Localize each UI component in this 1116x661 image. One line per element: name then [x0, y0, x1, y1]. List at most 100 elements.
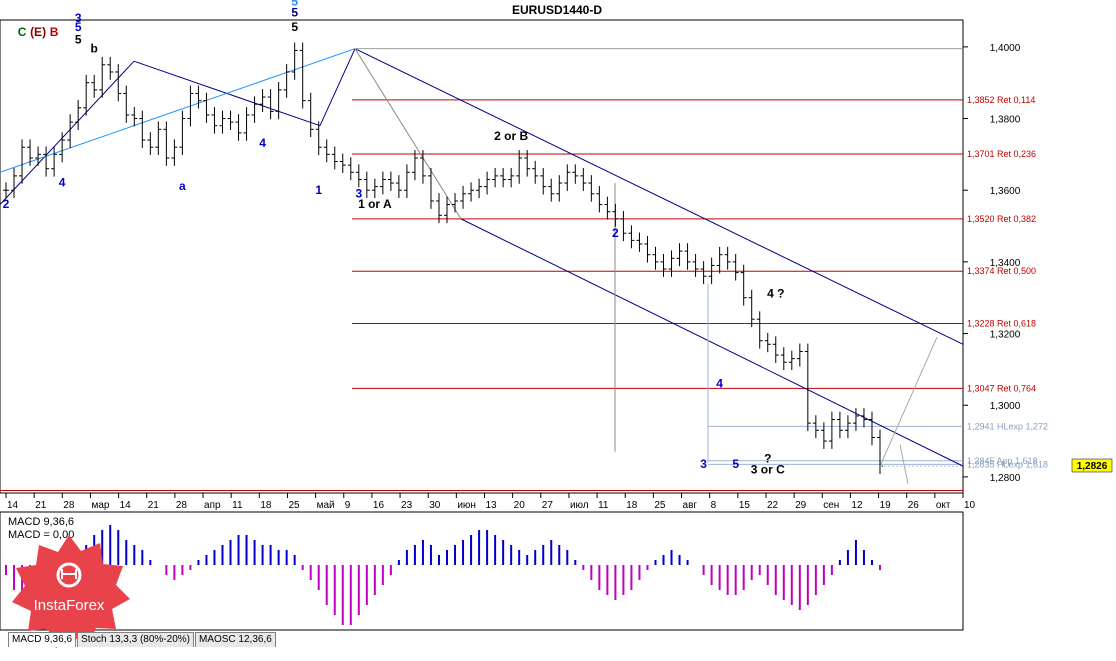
x-tick-label-13: 16: [373, 500, 385, 511]
chart-title: EURUSD1440-D: [512, 3, 602, 17]
ret-label-2: 1,3520 Ret 0,382: [967, 214, 1036, 224]
price-bars: [3, 42, 963, 475]
x-tick-label-15: 30: [429, 500, 441, 511]
y-tick-label-6: 1,2800: [990, 473, 1021, 484]
wave-label-9: B: [50, 25, 59, 39]
x-tick-label-12: 9: [345, 500, 351, 511]
x-tick-label-5: 21: [148, 500, 160, 511]
x-tick-label-22: 18: [626, 500, 638, 511]
x-tick-label-28: 29: [795, 500, 807, 511]
x-tick-label-34: 10: [964, 500, 976, 511]
x-tick-label-29: сен: [823, 500, 839, 511]
wave-label-1: 5: [75, 20, 82, 34]
x-tick-label-2: 28: [63, 500, 75, 511]
x-tick-label-1: 21: [35, 500, 47, 511]
forecast-line-down: [899, 444, 909, 485]
indicator-tabs: MACD 9,36,6 Stoch 13,3,3 (80%-20%) MAOSC…: [8, 632, 277, 647]
wave-label-11: 2 or B: [494, 129, 528, 143]
wave-label-22: 4: [716, 376, 723, 390]
wave-label-5: 5: [291, 5, 298, 19]
x-tick-label-26: 15: [739, 500, 751, 511]
macd-title: MACD 9,36,6: [8, 516, 74, 528]
x-tick-label-3: мар: [91, 500, 109, 511]
exp-label-1: 1,2845 App 1,618: [967, 456, 1038, 466]
x-tick-label-21: 11: [598, 500, 609, 511]
wave-label-13: ?: [764, 452, 771, 466]
wave-label-7: C: [18, 25, 27, 39]
macd-histogram: [0, 511, 964, 631]
wave-label-4: 5: [291, 0, 298, 9]
retracement-levels: 1,3852 Ret 0,114 1,3701 Ret 0,236 1,3520 R…: [0, 95, 1048, 491]
x-tick-label-16: июн: [457, 500, 476, 511]
x-tick-label-11: май: [317, 500, 335, 511]
y-tick-label-0: 1,4000: [990, 43, 1021, 54]
ret-label-0: 1,3852 Ret 0,114: [967, 95, 1035, 105]
x-tick-label-8: 11: [232, 500, 243, 511]
x-tick-label-0: 14: [7, 500, 19, 511]
wave-label-20: 3: [355, 186, 362, 200]
x-tick-label-33: окт: [936, 500, 951, 511]
x-tick-label-32: 26: [908, 500, 920, 511]
x-tick-label-23: 25: [654, 500, 666, 511]
ret-label-4: 1,3228 Ret 0,618: [967, 319, 1036, 329]
wave-label-10: 1 or A: [358, 197, 392, 211]
wave-label-2: 5: [75, 32, 82, 46]
macd-value: MACD = 0,00: [8, 529, 74, 541]
x-tick-label-10: 25: [288, 500, 300, 511]
ret-label-5: 1,3047 Ret 0,764: [967, 383, 1036, 393]
x-tick-label-18: 20: [514, 500, 526, 511]
wave-label-23: 3: [700, 457, 707, 471]
x-tick-label-7: апр: [204, 500, 221, 511]
wave-label-24: 5: [732, 457, 739, 471]
current-price-label: 1,2826: [1077, 461, 1108, 472]
tab-maosc[interactable]: MAOSC 12,36,6: [194, 632, 276, 647]
y-tick-label-2: 1,3600: [990, 186, 1021, 197]
x-tick-label-6: 28: [176, 500, 188, 511]
x-tick-label-25: 8: [711, 500, 717, 511]
wave-label-8: (E): [30, 25, 46, 39]
y-tick-label-4: 1,3200: [990, 330, 1021, 341]
exp-label-0: 1,2941 HLexp 1,272: [967, 421, 1048, 431]
wave-line-3: [319, 48, 356, 126]
tab-macd[interactable]: MACD 9,36,6: [8, 632, 77, 647]
channel-upper: [354, 48, 964, 345]
y-tick-label-3: 1,3400: [990, 258, 1021, 269]
x-tick-label-30: 12: [851, 500, 863, 511]
wave-label-14: 3 or C: [751, 462, 785, 476]
wave-label-21: 2: [612, 226, 619, 240]
x-tick-label-17: 13: [486, 500, 498, 511]
wave-label-6: 5: [291, 20, 298, 34]
wave-label-16: 4: [59, 176, 66, 190]
tab-stoch[interactable]: Stoch 13,3,3 (80%-20%): [77, 632, 194, 647]
x-tick-label-20: июл: [570, 500, 589, 511]
wave-label-18: 4: [259, 136, 266, 150]
wave-label-0: 3: [75, 11, 82, 25]
wave-label-3: b: [91, 41, 98, 55]
current-price-tag: 1,2826: [1071, 458, 1113, 473]
x-tick-label-14: 23: [401, 500, 413, 511]
wave-label-19: 1: [315, 183, 322, 197]
trend-line-upper: [0, 48, 356, 173]
x-tick-label-27: 22: [767, 500, 779, 511]
date-axis: 14 21 28 мар 14 21 28 апр 11 18 25 май 9 16 23 30 июн 13 2…: [0, 492, 976, 511]
exp-label-2: 1,2835 HLexp 1,618: [967, 459, 1048, 469]
x-tick-label-31: 19: [880, 500, 892, 511]
x-tick-label-24: авг: [683, 500, 698, 511]
ret-label-1: 1,3701 Ret 0,236: [967, 149, 1036, 159]
wave-diagonal: [354, 48, 462, 220]
y-tick-label-1: 1,3800: [990, 115, 1021, 126]
y-tick-label-5: 1,3000: [990, 401, 1021, 412]
x-tick-label-9: 18: [260, 500, 272, 511]
wave-label-17: a: [179, 179, 186, 193]
ret-label-3: 1,3374 Ret 0,500: [967, 266, 1036, 276]
wave-label-12: 4 ?: [767, 287, 784, 301]
instaforex-logo: InstaForex: [6, 533, 132, 651]
logo-text: InstaForex: [33, 597, 105, 614]
logo-badge-icon: [12, 535, 130, 648]
x-tick-label-19: 27: [542, 500, 554, 511]
wave-label-15: 2: [3, 197, 10, 211]
forecast-line-up: [879, 336, 938, 467]
